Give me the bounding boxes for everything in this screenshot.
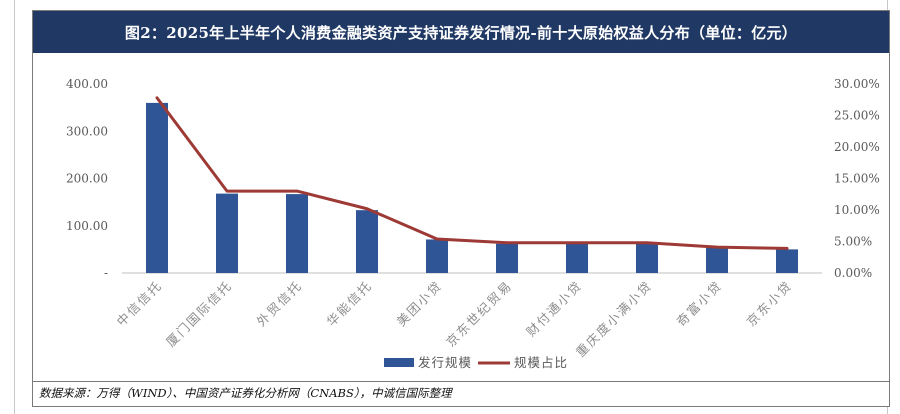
category-label: 外贸信托 bbox=[253, 278, 305, 330]
right-axis-tick-label: 20.00% bbox=[834, 140, 880, 154]
bar bbox=[636, 243, 658, 273]
right-axis-tick-label: 30.00% bbox=[834, 77, 880, 91]
left-axis-tick-label: 300.00 bbox=[66, 124, 108, 138]
category-label: 京东世纪贸易 bbox=[443, 278, 515, 350]
bar bbox=[216, 193, 238, 273]
legend-bar-label: 发行规模 bbox=[418, 355, 472, 370]
page-left-rule bbox=[14, 0, 15, 414]
right-axis-tick-label: 25.00% bbox=[834, 109, 880, 123]
right-axis-tick-label: 5.00% bbox=[834, 235, 872, 249]
left-axis-tick-label: 400.00 bbox=[66, 77, 108, 91]
source-note: 数据来源：万得（WIND）、中国资产证券化分析网（CNABS），中诚信国际整理 bbox=[39, 386, 452, 400]
right-axis-tick-label: 15.00% bbox=[834, 172, 880, 186]
ratio-line bbox=[155, 96, 789, 250]
category-label: 华能信托 bbox=[323, 278, 375, 330]
category-label: 奇富小贷 bbox=[673, 278, 725, 330]
legend-bar-swatch bbox=[384, 358, 414, 367]
category-label: 厦门国际信托 bbox=[163, 278, 235, 350]
figure-title: 图2：2025年上半年个人消费金融类资产支持证券发行情况-前十大原始权益人分布（… bbox=[33, 11, 889, 53]
category-label: 财付通小贷 bbox=[523, 278, 585, 340]
right-axis-tick-label: 10.00% bbox=[834, 203, 880, 217]
category-label: 京东小贷 bbox=[743, 278, 795, 330]
left-axis-tick-label: 200.00 bbox=[66, 172, 108, 186]
left-axis-tick-label: - bbox=[104, 266, 108, 280]
category-label: 重庆度小满小贷 bbox=[573, 278, 655, 360]
category-label: 美团小贷 bbox=[393, 278, 445, 330]
source-divider bbox=[33, 381, 889, 382]
bar bbox=[496, 243, 518, 273]
bar bbox=[286, 194, 308, 273]
bar bbox=[706, 247, 728, 273]
legend-line-label: 规模占比 bbox=[514, 355, 568, 370]
left-axis-tick-label: 100.00 bbox=[66, 219, 108, 233]
figure-frame: 图2：2025年上半年个人消费金融类资产支持证券发行情况-前十大原始权益人分布（… bbox=[32, 10, 890, 407]
bar bbox=[566, 243, 588, 273]
bar bbox=[426, 239, 448, 273]
category-label: 中信信托 bbox=[113, 278, 165, 330]
right-axis-tick-label: 0.00% bbox=[834, 266, 872, 280]
bar bbox=[146, 102, 168, 274]
bar bbox=[356, 210, 378, 273]
bar bbox=[776, 249, 798, 273]
